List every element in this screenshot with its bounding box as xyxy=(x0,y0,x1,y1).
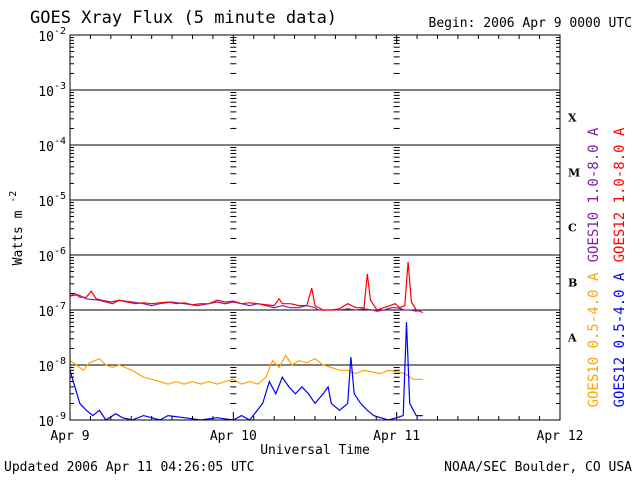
y-tick-label: 10-9 xyxy=(38,411,66,430)
y-tick-label: 10-8 xyxy=(38,356,66,375)
flare-class-label: M xyxy=(568,167,580,180)
updated-time: Updated 2006 Apr 11 04:26:05 UTC xyxy=(4,460,255,475)
chart-title: GOES Xray Flux (5 minute data) xyxy=(30,8,338,28)
y-tick-labels: 10-9 10-8 10-7 10-6 10-5 10-4 10-3 10-2 xyxy=(38,26,66,430)
x-tick-label: Apr 10 xyxy=(210,429,257,444)
y-tick-label: 10-6 xyxy=(38,246,66,265)
minor-ticks xyxy=(69,35,561,421)
legend-entry: GOES12 0.5-4.0 A xyxy=(612,272,628,407)
legend: GOES10 1.0-8.0 A GOES12 1.0-8.0 A GOES10 0… xyxy=(586,127,628,407)
legend-entry: GOES10 0.5-4.0 A xyxy=(586,272,602,407)
x-tick-label: Apr 11 xyxy=(373,429,420,444)
grid-lines xyxy=(70,34,560,421)
series-line xyxy=(69,294,423,312)
legend-entry: GOES12 1.0-8.0 A xyxy=(612,127,628,262)
y-axis-label: Watts m -2 xyxy=(8,191,26,266)
legend-entry: GOES10 1.0-8.0 A xyxy=(586,127,602,262)
x-tick-label: Apr 12 xyxy=(537,429,584,444)
begin-time: Begin: 2006 Apr 9 0000 UTC xyxy=(428,16,633,31)
flare-class-label: C xyxy=(568,222,577,235)
y-tick-label: 10-2 xyxy=(38,26,66,45)
flare-class-labels: A B C M X xyxy=(567,112,580,345)
flare-class-label: B xyxy=(568,277,577,290)
y-tick-label: 10-5 xyxy=(38,191,66,210)
flare-class-label: X xyxy=(568,112,577,125)
plot-frame xyxy=(69,34,561,421)
x-tick-label: Apr 9 xyxy=(50,429,89,444)
data-source: NOAA/SEC Boulder, CO USA xyxy=(444,460,632,475)
series-lines xyxy=(69,261,424,421)
series-line xyxy=(69,354,423,385)
y-tick-label: 10-7 xyxy=(38,301,66,320)
series-line xyxy=(69,261,424,314)
flare-class-label: A xyxy=(567,332,577,345)
x-axis-label: Universal Time xyxy=(260,443,370,458)
y-tick-label: 10-3 xyxy=(38,81,66,100)
y-tick-label: 10-4 xyxy=(38,136,66,155)
x-tick-labels: Apr 9 Apr 10 Apr 11 Apr 12 xyxy=(50,429,583,444)
